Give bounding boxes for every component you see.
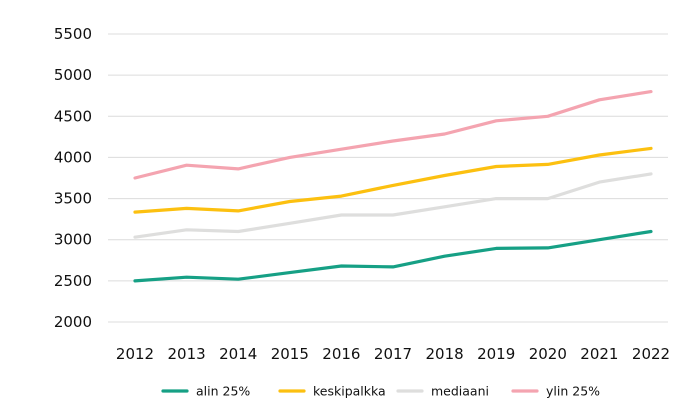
y-tick-label: 4000 (54, 148, 92, 166)
legend-item: ylin 25% (511, 384, 600, 399)
x-tick-label: 2019 (477, 345, 515, 363)
legend-item: alin 25% (161, 384, 250, 399)
legend-label: alin 25% (196, 384, 250, 399)
legend-item: keskipalkka (278, 384, 386, 399)
x-tick-label: 2016 (322, 345, 360, 363)
x-tick-label: 2020 (529, 345, 567, 363)
y-axis-ticks: 2000 2500 3000 3500 4000 4500 5000 5500 (54, 25, 92, 331)
y-tick-label: 3000 (54, 231, 92, 249)
y-tick-label: 2000 (54, 313, 92, 331)
x-tick-label: 2014 (219, 345, 257, 363)
y-tick-label: 2500 (54, 272, 92, 290)
series-lines (133, 89, 653, 283)
y-tick-label: 5000 (54, 66, 92, 84)
y-tick-label: 3500 (54, 190, 92, 208)
series-line-3 (133, 172, 653, 239)
x-tick-label: 2013 (168, 345, 206, 363)
y-tick-label: 4500 (54, 107, 92, 125)
legend-item: mediaani (396, 384, 489, 399)
x-tick-label: 2021 (580, 345, 618, 363)
x-tick-label: 2022 (632, 345, 670, 363)
grid-lines (108, 33, 668, 323)
x-tick-label: 2015 (271, 345, 309, 363)
legend: alin 25% keskipalkka mediaani ylin 25% (161, 384, 600, 399)
series-line-2 (133, 146, 653, 214)
series-line-4 (133, 89, 653, 180)
x-tick-label: 2018 (426, 345, 464, 363)
legend-label: mediaani (431, 384, 489, 399)
x-axis-ticks: 2012 2013 2014 2015 2016 2017 2018 2019 2020 2021… (116, 345, 670, 363)
legend-label: keskipalkka (313, 384, 386, 399)
legend-label: ylin 25% (546, 384, 600, 399)
y-tick-label: 5500 (54, 25, 92, 43)
x-tick-label: 2017 (374, 345, 412, 363)
series-line-1 (133, 229, 653, 283)
x-tick-label: 2012 (116, 345, 154, 363)
